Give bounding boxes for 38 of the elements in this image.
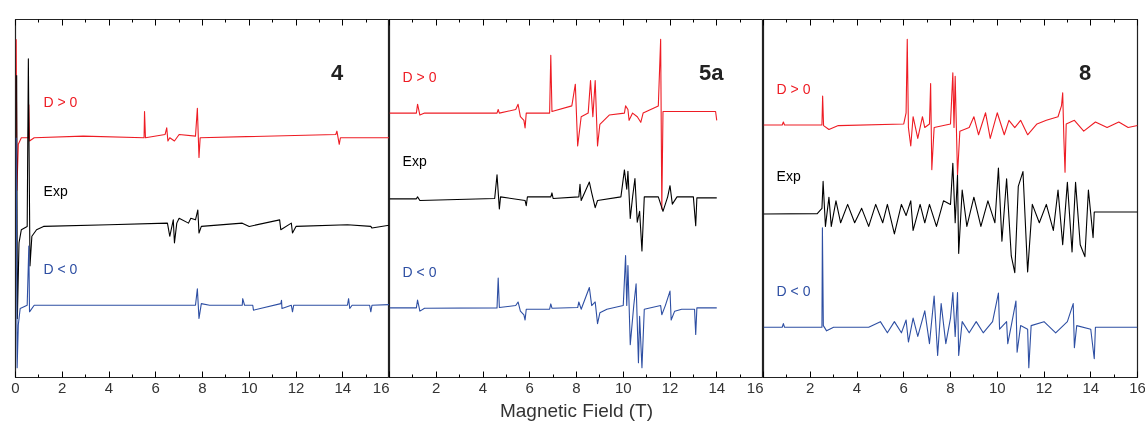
text: 5a (698, 59, 725, 85)
text: 4 (331, 59, 345, 85)
x-tick-label: 10 (240, 378, 258, 396)
series-label: D < 0 (402, 263, 437, 280)
x-tick-label: 6 (151, 378, 160, 396)
x-tick-label: 16 (746, 378, 764, 396)
x-tick-label: 6 (899, 378, 908, 396)
series-label: D > 0 (776, 81, 811, 98)
x-tick-label: 6 (525, 378, 534, 396)
text: 8 (1079, 59, 1092, 85)
x-tick-label: 10 (988, 378, 1006, 396)
x-tick-label: 4 (478, 378, 488, 396)
x-tick-label: 8 (198, 378, 207, 396)
x-tick-label: 2 (58, 378, 67, 396)
series-label: Exp (43, 182, 68, 199)
x-tick-label: 14 (708, 378, 726, 396)
x-tick-label: 16 (1129, 378, 1145, 396)
series-label: D > 0 (43, 93, 78, 110)
x-tick-label: 2 (806, 378, 815, 396)
x-tick-label: 4 (104, 378, 114, 396)
x-tick-label: 8 (572, 378, 581, 396)
x-tick-label: 14 (1082, 378, 1100, 396)
x-tick-label: 0 (11, 378, 20, 396)
x-tick-label: 2 (432, 378, 441, 396)
series-label: D < 0 (43, 261, 78, 278)
series-label: D > 0 (402, 69, 437, 86)
x-tick-label: 12 (1035, 378, 1053, 396)
text: Exp (402, 152, 427, 169)
x-tick-label: 14 (334, 378, 352, 396)
x-tick-label: 12 (661, 378, 679, 396)
x-axis-title: Magnetic Field (T) (499, 399, 654, 421)
x-tick-label: 4 (852, 378, 862, 396)
x-tick-label: 10 (614, 378, 632, 396)
series-label: Exp (776, 168, 801, 185)
x-tick-label: 16 (372, 378, 390, 396)
x-tick-label: 8 (946, 378, 955, 396)
x-tick-label: 12 (287, 378, 305, 396)
series-label: D < 0 (776, 283, 811, 300)
